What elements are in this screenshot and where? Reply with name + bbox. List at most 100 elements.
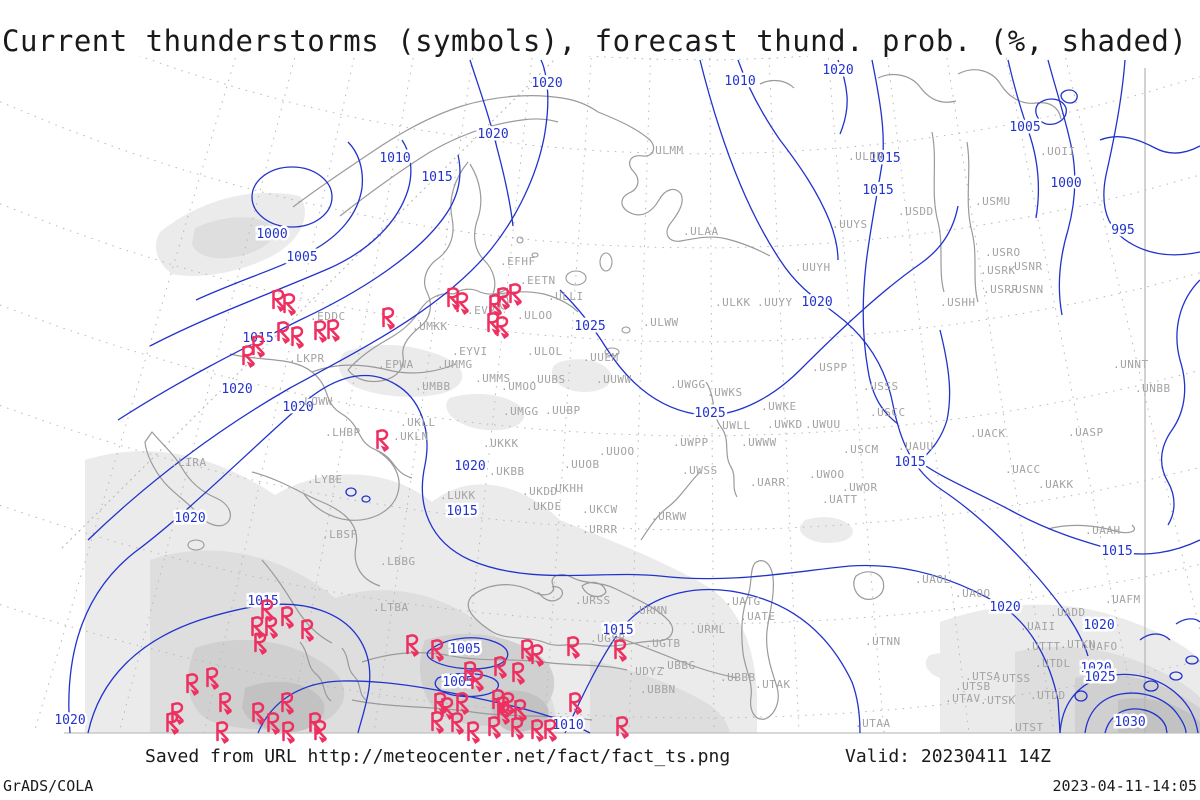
isobar-label: 1020 xyxy=(477,127,508,142)
station-label: .ULWW xyxy=(643,316,679,329)
isobar xyxy=(1143,680,1159,692)
station-label: .URSS xyxy=(575,594,611,607)
shading-region xyxy=(338,345,463,397)
isobar-1005 xyxy=(434,672,499,698)
lake-outline xyxy=(187,539,205,551)
station-label: .UAII xyxy=(1020,620,1056,633)
shading-region xyxy=(552,359,612,392)
station-label: .USRR xyxy=(983,283,1019,296)
coastline xyxy=(229,353,413,479)
station-label: .ULDD xyxy=(848,150,884,163)
station-label: .UMMG xyxy=(437,358,473,371)
station-label: .LHBP xyxy=(325,426,361,439)
lake-outline xyxy=(565,270,587,286)
station-label: .UDYZ xyxy=(628,665,664,678)
isobar xyxy=(1139,633,1171,641)
coastline xyxy=(957,69,1062,120)
station-label: .UGTB xyxy=(645,637,681,650)
isobar-1005 xyxy=(1035,98,1067,125)
station-label: .USCM xyxy=(843,443,879,456)
isobar-label: 1000 xyxy=(256,227,287,242)
station-label: .USPP xyxy=(812,361,848,374)
station-label: .ULOO xyxy=(517,309,553,322)
station-label: .UTAK xyxy=(755,678,791,691)
isobar-label: 1010 xyxy=(552,718,583,733)
coastline xyxy=(251,471,381,587)
station-label: .ULOL xyxy=(527,345,563,358)
isobar-1015 xyxy=(564,588,861,734)
station-label: .UUYH xyxy=(795,261,831,274)
station-label: .UTAA xyxy=(855,717,891,730)
shading-region xyxy=(590,660,730,733)
map-frame-layer xyxy=(61,57,1200,734)
station-label: .UAFO xyxy=(1082,640,1118,653)
station-label: .UAUU xyxy=(898,440,934,453)
isobar-label: 1015 xyxy=(242,331,273,346)
station-label: .UNNT xyxy=(1113,358,1149,371)
valid-time: Valid: 20230411 14Z xyxy=(845,746,1051,767)
coastline xyxy=(931,131,945,293)
isobar-1015 xyxy=(117,154,461,421)
isobar-1005 xyxy=(195,141,364,301)
isobar-label: 1000 xyxy=(1050,176,1081,191)
grid-meridian xyxy=(373,57,474,734)
isobar-label: 1020 xyxy=(454,459,485,474)
station-label: .LUKK xyxy=(440,489,476,502)
isobar-1020 xyxy=(699,59,1089,657)
grid-parallel xyxy=(0,304,1200,437)
station-label: .UADD xyxy=(1050,606,1086,619)
station-label: .UUOO xyxy=(599,445,635,458)
lake-outline xyxy=(599,252,613,272)
station-label: .UWKS xyxy=(707,386,743,399)
coastline xyxy=(853,571,885,600)
station-label: .EYVI xyxy=(452,345,488,358)
isobar xyxy=(361,495,371,503)
station-label: .UATT xyxy=(822,493,858,506)
coastline xyxy=(597,111,771,257)
station-label: .UGSB xyxy=(590,632,626,645)
station-label: .UAAH xyxy=(1085,524,1121,537)
station-label: .ULKK xyxy=(715,296,751,309)
thunderstorm-icon xyxy=(509,283,524,308)
station-label: .USRO xyxy=(985,246,1021,259)
isobar-1000 xyxy=(1047,59,1076,316)
isobar-1010 xyxy=(737,59,839,261)
station-label: .ULLI xyxy=(548,290,584,303)
grid-meridian xyxy=(887,57,970,734)
station-label: .UMMS xyxy=(475,372,511,385)
station-label: .UWGG xyxy=(670,378,706,391)
coastline xyxy=(339,118,559,217)
coastline-layer xyxy=(144,69,1136,721)
station-label: .USCC xyxy=(870,406,906,419)
coastline xyxy=(261,559,333,644)
station-label: .UAFM xyxy=(1105,593,1141,606)
isobar xyxy=(1099,136,1200,154)
isobar-label: 1015 xyxy=(421,170,452,185)
grid-meridian xyxy=(827,57,885,734)
station-label: .UTSB xyxy=(955,680,991,693)
thunderstorm-icon xyxy=(277,321,292,346)
isobar-1020 xyxy=(68,375,1061,734)
station-label: .UTSS xyxy=(995,672,1031,685)
thunderstorm-icon xyxy=(376,429,391,454)
isobar-label: 1020 xyxy=(989,600,1020,615)
grid-meridian xyxy=(203,57,355,734)
isobar-label: 1025 xyxy=(1084,670,1115,685)
map-title: Current thunderstorms (symbols), forecas… xyxy=(2,24,1188,58)
station-label: .UKCW xyxy=(582,503,618,516)
coastline xyxy=(759,79,795,89)
station-label: .UASP xyxy=(1068,426,1104,439)
grid-meridian xyxy=(628,57,651,734)
isobar-label: 1020 xyxy=(221,382,252,397)
isobar-label: 1010 xyxy=(379,151,410,166)
thunderstorm-icon xyxy=(496,316,511,341)
station-label: .URRR xyxy=(582,523,618,536)
isobar-label: 1025 xyxy=(694,406,725,421)
coastline xyxy=(453,287,509,295)
station-label: .UWKD xyxy=(767,418,803,431)
isobar-label: 1015 xyxy=(894,455,925,470)
thunderstorm-icon xyxy=(291,326,306,351)
station-label: .USHH xyxy=(940,296,976,309)
isobar-1020 xyxy=(469,59,514,227)
isobar-1005 xyxy=(1007,59,1040,219)
